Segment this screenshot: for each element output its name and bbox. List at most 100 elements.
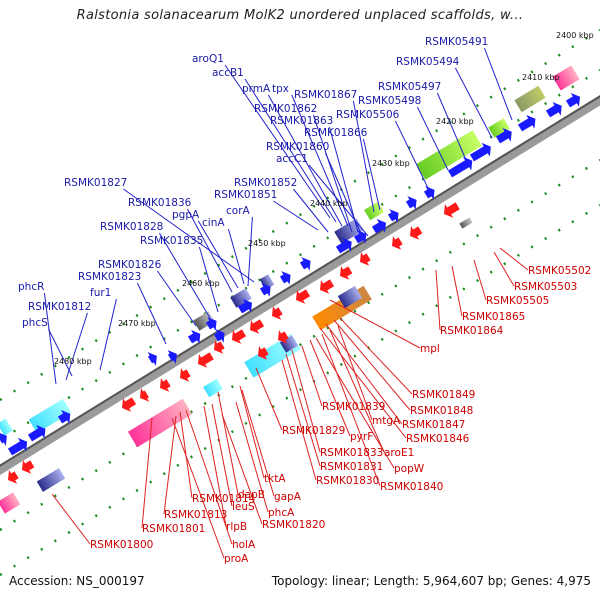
leader-line [227,228,245,285]
reverse-gene-label[interactable]: RSMK01840 [380,481,443,493]
reverse-gene-label[interactable]: RSMK01813 [164,509,227,521]
feature-block [230,288,252,308]
leader-line [203,405,227,527]
reverse-gene-label[interactable]: RSMK01800 [90,539,153,551]
reverse-gene-arrow [272,306,283,320]
leader-line [483,47,513,121]
reverse-gene-label[interactable]: RSMK01849 [412,389,475,401]
leader-line [281,359,317,481]
reverse-gene-label[interactable]: RSMK01831 [320,461,383,473]
forward-gene-label[interactable]: RSMK05491 [425,36,488,48]
forward-gene-arrow [57,410,71,424]
feature-block [552,65,580,91]
leader-line [241,389,275,497]
leader-line [493,251,515,287]
leader-line [224,64,331,219]
leader-line [99,298,117,371]
forward-gene-label[interactable]: RSMK01866 [304,127,368,139]
leader-line [47,328,73,377]
reverse-gene-label[interactable]: rlpB [226,521,247,533]
reverse-gene-label[interactable]: RSMK01865 [462,311,525,323]
forward-gene-label[interactable]: RSMK05497 [378,81,441,93]
forward-gene-label[interactable]: pgpA [172,209,200,221]
reverse-gene-label[interactable]: RSMK05502 [528,265,591,277]
reverse-gene-label[interactable]: proA [224,553,249,565]
forward-gene-label[interactable]: RSMK01828 [100,221,163,233]
leader-line [321,333,381,487]
leader-line [273,200,319,231]
reverse-gene-label[interactable]: RSMK05505 [486,295,549,307]
reverse-gene-arrow [444,202,460,218]
reverse-gene-label[interactable]: RSMK01830 [316,475,379,487]
forward-gene-label[interactable]: RSMK05498 [358,95,421,107]
forward-gene-label[interactable]: RSMK01836 [128,197,192,209]
forward-gene-label[interactable]: RSMK01852 [234,177,297,189]
leader-line [291,94,349,227]
feature-block [259,274,275,290]
reverse-gene-arrow [340,266,353,280]
feature-block [279,335,299,353]
forward-gene-label[interactable]: tpx [272,83,289,95]
forward-gene-label[interactable]: cinA [202,217,225,229]
leader-line [499,247,529,271]
reverse-gene-label[interactable]: RSMK01833 [320,447,383,459]
reverse-gene-label[interactable]: popW [394,463,425,475]
reverse-gene-label[interactable]: RSMK01820 [262,519,325,531]
reverse-gene-label[interactable]: RSMK01848 [410,405,473,417]
forward-gene-label[interactable]: RSMK05506 [336,109,400,121]
forward-gene-label[interactable]: prmA [242,83,271,95]
forward-gene-label[interactable]: RSMK01867 [294,89,357,101]
reverse-gene-label[interactable]: phcA [268,507,295,519]
reverse-gene-label[interactable]: RSMK05503 [514,281,577,293]
tick-tracks [0,28,600,577]
reverse-gene-arrow [22,460,35,474]
leader-line [244,78,337,223]
forward-gene-label[interactable]: RSMK01863 [270,115,333,127]
gene-arrows [0,93,581,484]
forward-gene-label[interactable]: RSMK01823 [78,271,141,283]
forward-gene-label[interactable]: RSMK01862 [254,103,317,115]
forward-gene-label[interactable]: RSMK01826 [98,259,162,271]
reverse-gene-label[interactable]: RSMK01847 [402,419,465,431]
reverse-gene-label[interactable]: mtgA [372,415,401,427]
reverse-gene-label[interactable]: pyrF [350,431,373,443]
reverse-gene-label[interactable]: RSMK01846 [406,433,470,445]
leader-line [333,319,411,411]
forward-gene-label[interactable]: phcS [22,317,48,329]
reverse-gene-label[interactable]: aroE1 [384,447,414,459]
forward-gene-label[interactable]: RSMK01860 [266,141,329,153]
forward-gene-label[interactable]: accB1 [212,67,244,79]
reverse-gene-label[interactable]: tktA [264,473,286,485]
forward-gene-label[interactable]: fur1 [90,287,111,299]
forward-gene-arrow [147,352,157,366]
leader-line [312,114,353,233]
reverse-gene-label[interactable]: dapB [238,489,265,501]
forward-gene-label[interactable]: RSMK01835 [140,235,203,247]
leader-line [51,493,91,545]
leader-line [186,208,233,293]
forward-gene-label[interactable]: RSMK01827 [64,177,127,189]
topology-summary: Topology: linear; Length: 5,964,607 bp; … [271,574,591,588]
forward-gene-label[interactable]: aroQ1 [192,53,224,65]
reverse-gene-label[interactable]: RSMK01814 [192,493,256,505]
forward-gene-label[interactable]: corA [226,205,251,217]
forward-gene-arrow [0,432,7,446]
leader-line [141,417,153,529]
reverse-gene-arrow [296,289,311,304]
reverse-gene-label[interactable]: gapA [274,491,302,503]
feature-block [0,418,13,436]
forward-gene-arrow [387,209,399,223]
forward-gene-arrow [405,196,417,210]
forward-gene-label[interactable]: accC1 [276,153,308,165]
reverse-gene-label[interactable]: mpl [420,343,440,355]
reverse-gene-label[interactable]: RSMK01839 [322,401,385,413]
reverse-gene-label[interactable]: leuS [232,501,255,513]
reverse-gene-label[interactable]: RSMK01801 [142,523,205,535]
reverse-gene-label[interactable]: holA [232,539,256,551]
forward-gene-label[interactable]: RSMK05494 [396,56,460,68]
forward-gene-label[interactable]: phcR [18,281,44,293]
forward-gene-label[interactable]: RSMK01851 [214,189,277,201]
forward-gene-label[interactable]: RSMK01812 [28,301,91,313]
reverse-gene-label[interactable]: RSMK01829 [282,425,345,437]
reverse-gene-label[interactable]: RSMK01864 [440,325,504,337]
